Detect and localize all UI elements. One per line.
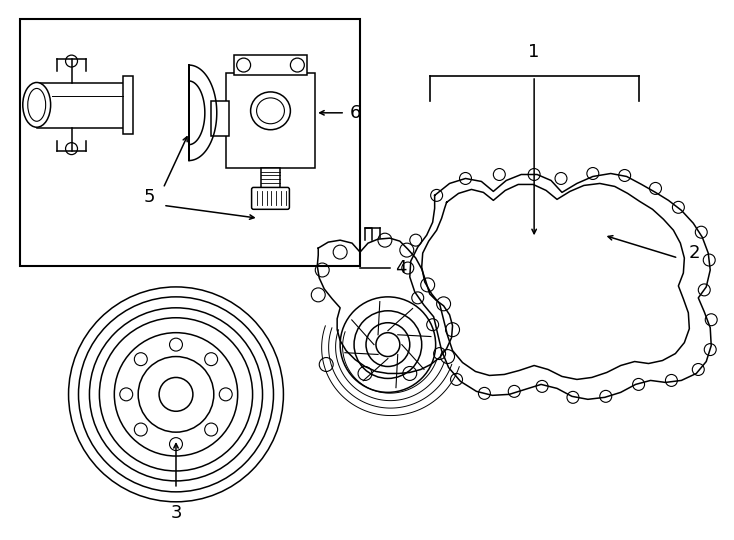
- Ellipse shape: [23, 83, 51, 127]
- Bar: [261, 167, 280, 190]
- Text: 3: 3: [170, 504, 182, 522]
- Text: 5: 5: [143, 188, 155, 206]
- Ellipse shape: [250, 92, 291, 130]
- Bar: [233, 55, 308, 75]
- Bar: [123, 76, 133, 134]
- Text: 6: 6: [350, 104, 361, 122]
- Bar: [20, 19, 360, 266]
- Text: 1: 1: [528, 43, 539, 61]
- Bar: [226, 73, 316, 167]
- Bar: [211, 101, 229, 136]
- Bar: [37, 83, 126, 128]
- Text: 2: 2: [688, 244, 700, 262]
- Text: 4: 4: [395, 259, 407, 277]
- FancyBboxPatch shape: [252, 187, 289, 210]
